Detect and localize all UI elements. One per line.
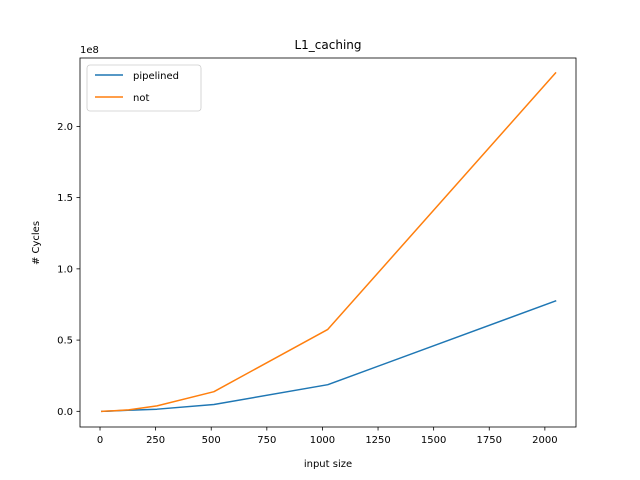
x-tick-label: 1500 <box>421 435 446 446</box>
plot-area <box>79 57 577 428</box>
y-tick-label: 1.5 <box>57 193 73 204</box>
x-tick-label: 250 <box>146 435 165 446</box>
x-tick-label: 1250 <box>365 435 390 446</box>
y-axis-label: # Cycles <box>31 221 42 265</box>
x-tick-label: 500 <box>202 435 221 446</box>
y-tick-label: 2.0 <box>57 122 73 133</box>
y-tick-label: 1.0 <box>57 264 73 275</box>
y-tick-label: 0.5 <box>57 336 73 347</box>
x-tick-label: 1750 <box>477 435 502 446</box>
legend-label-pipelined: pipelined <box>133 71 179 82</box>
legend: pipelined not <box>86 64 202 112</box>
legend-label-not: not <box>133 93 149 104</box>
y-tick-label: 0.0 <box>57 407 73 418</box>
y-offset-label: 1e8 <box>80 45 99 56</box>
x-tick-label: 750 <box>257 435 276 446</box>
y-axis: 0.0 0.5 1.0 1.5 2.0 <box>57 122 80 418</box>
x-axis: 0 250 500 750 1000 1250 1500 1750 2000 <box>97 427 558 446</box>
series-line-not <box>101 71 557 413</box>
chart-title: L1_caching <box>294 38 361 52</box>
x-axis-label: input size <box>304 459 352 470</box>
x-tick-label: 0 <box>97 435 103 446</box>
plot-frame <box>79 57 577 428</box>
x-tick-label: 2000 <box>532 435 557 446</box>
legend-box <box>86 64 202 112</box>
x-tick-label: 1000 <box>310 435 335 446</box>
